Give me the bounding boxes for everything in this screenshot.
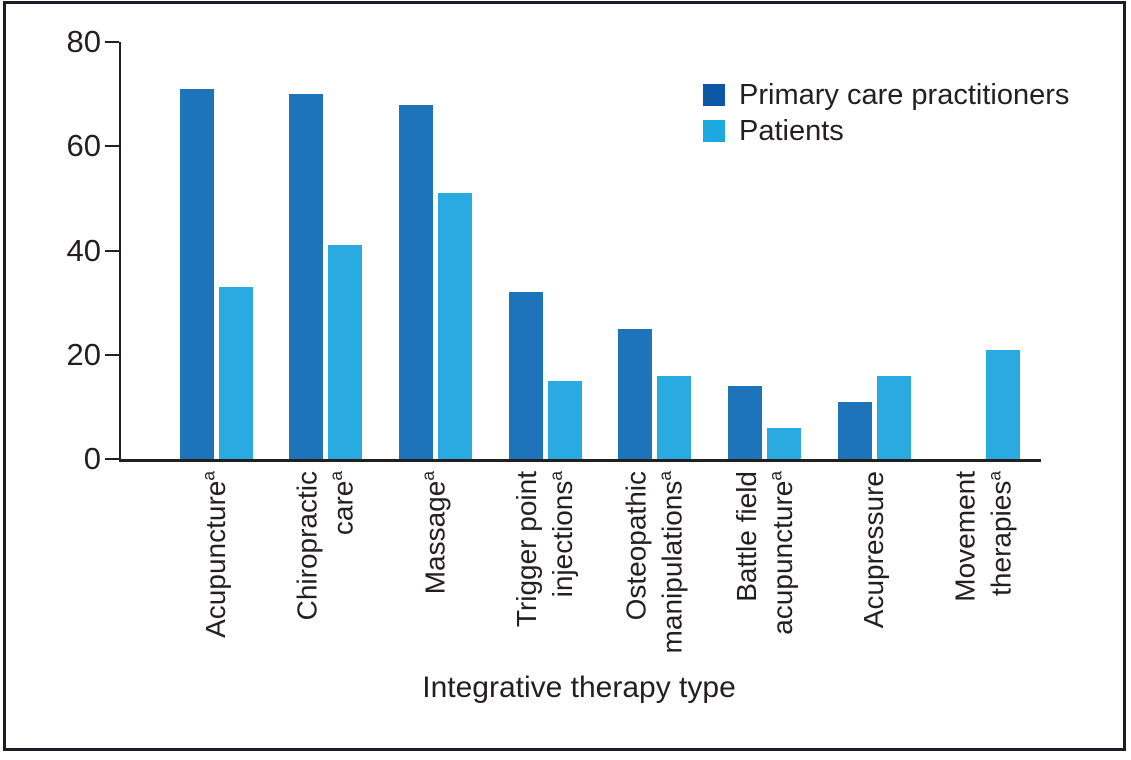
y-tick-mark-80 — [105, 41, 119, 43]
bar-patients-massage — [437, 193, 472, 459]
y-tick-label-60: 60 — [66, 128, 101, 164]
y-tick-label-20: 20 — [66, 336, 101, 372]
bar-group-massage — [398, 42, 472, 459]
legend-item-patients: Patients — [703, 114, 1069, 148]
y-tick-mark-20 — [105, 353, 119, 356]
bar-primary-chiropractic-care — [289, 94, 324, 459]
bar-group-trigger-point-injections — [508, 42, 582, 459]
bar-patients-movement-therapies — [986, 349, 1021, 459]
legend-swatch-primary-care-practitioners — [703, 84, 725, 106]
y-tick-label-0: 0 — [83, 441, 101, 476]
y-tick-label-40: 40 — [66, 232, 101, 268]
bar-primary-battle-field-acupuncture — [728, 386, 762, 459]
x-axis-title: Integrative therapy type — [422, 671, 736, 704]
bar-primary-acupressure — [837, 401, 872, 459]
x-label-osteopathic-manipulations: Osteopathic manipulationsa — [620, 471, 688, 654]
bar-group-acupressure — [837, 42, 911, 459]
bar-group-battle-field-acupuncture — [728, 42, 801, 459]
bar-primary-osteopathic-manipulations — [618, 328, 653, 459]
y-tick-mark-60 — [105, 145, 119, 148]
x-label-battle-field-acupuncture: Battle field acupuncturea — [730, 471, 798, 635]
x-label-movement-therapies: Movement therapiesa — [949, 471, 1017, 602]
bar-group-movement-therapies — [947, 42, 1021, 459]
bar-primary-acupuncture — [179, 88, 214, 459]
bar-primary-trigger-point-injections — [508, 292, 543, 459]
y-tick-label-80: 80 — [66, 24, 101, 59]
bar-patients-acupuncture — [218, 287, 253, 459]
legend-label-primary-care-practitioners: Primary care practitioners — [739, 79, 1070, 111]
bar-patients-trigger-point-injections — [547, 380, 582, 459]
bar-patients-battle-field-acupuncture — [767, 427, 801, 459]
x-label-acupressure: Acupressure — [858, 471, 890, 629]
legend-label-patients: Patients — [739, 115, 844, 147]
x-label-acupuncture: Acupuncturea — [198, 471, 231, 638]
bar-group-chiropractic-care — [289, 42, 363, 459]
y-tick-mark-0 — [105, 458, 119, 460]
x-label-massage: Massagea — [418, 471, 451, 595]
legend-swatch-patients — [703, 120, 725, 142]
bar-patients-acupressure — [876, 375, 911, 459]
bar-primary-massage — [398, 104, 433, 459]
bar-group-acupuncture — [179, 42, 253, 459]
x-label-trigger-point-injections: Trigger point injectionsa — [511, 471, 579, 628]
x-axis-labels: Acupuncturea Chiropractic carea Massagea Tri… — [121, 471, 1041, 686]
bar-patients-chiropractic-care — [328, 245, 363, 459]
plot-area — [119, 42, 1041, 462]
legend: Primary care practitioners Patients — [703, 78, 1069, 148]
bar-group-osteopathic-manipulations — [618, 42, 692, 459]
x-label-chiropractic-care: Chiropractic carea — [291, 471, 359, 621]
bar-patients-osteopathic-manipulations — [657, 375, 692, 459]
legend-item-primary-care-practitioners: Primary care practitioners — [703, 78, 1069, 112]
y-tick-mark-40 — [105, 249, 119, 252]
